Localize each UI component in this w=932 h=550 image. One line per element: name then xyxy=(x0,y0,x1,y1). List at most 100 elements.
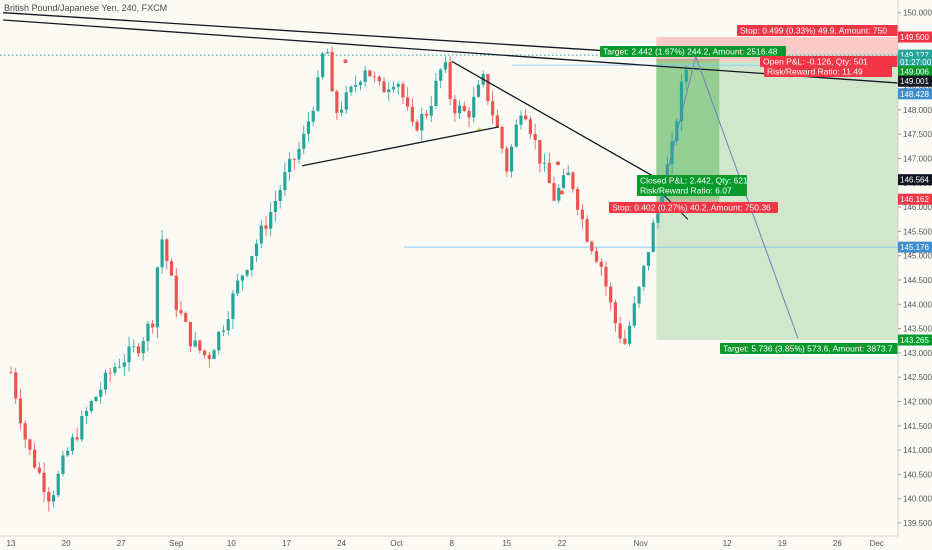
candle-body xyxy=(656,205,660,223)
candle-body xyxy=(519,115,523,125)
candle-body xyxy=(169,261,174,276)
candle xyxy=(491,90,495,125)
candle xyxy=(679,74,684,131)
candle xyxy=(325,48,329,54)
candle xyxy=(410,98,414,127)
trendline[interactable] xyxy=(3,19,901,84)
trendline[interactable] xyxy=(302,126,500,167)
candle xyxy=(609,282,613,311)
candle xyxy=(9,366,13,374)
time-axis-label: 20 xyxy=(62,539,71,548)
candle xyxy=(368,70,372,77)
price-tag-bg xyxy=(898,49,932,61)
candle-body xyxy=(330,52,334,92)
candle xyxy=(585,215,589,243)
short-open-label: Open P&L: -0.126, Qty: 501 xyxy=(760,56,898,67)
price-axis-label: 144.000 xyxy=(903,300,932,309)
price-axis-label: 141.000 xyxy=(903,446,932,455)
candle-body xyxy=(94,396,98,402)
candle-body xyxy=(14,372,18,399)
candle-body xyxy=(524,115,528,120)
time-axis-panel[interactable] xyxy=(0,536,932,550)
candle-body xyxy=(118,366,122,368)
candle xyxy=(184,311,188,323)
candle-body xyxy=(136,346,141,354)
candle xyxy=(264,215,268,236)
signal-marker xyxy=(559,190,564,195)
candle-body xyxy=(254,243,259,257)
candle xyxy=(193,331,197,348)
signal-marker xyxy=(555,161,560,166)
candle-body xyxy=(226,318,230,331)
candle xyxy=(528,116,533,139)
price-axis-label: 146.000 xyxy=(903,203,932,212)
trendlines[interactable] xyxy=(3,12,901,179)
candle xyxy=(188,321,193,353)
price-tag-bg xyxy=(898,66,932,78)
candle xyxy=(23,420,27,448)
candle xyxy=(524,108,528,121)
candle xyxy=(51,490,56,508)
candle-body xyxy=(70,437,74,451)
candle xyxy=(66,447,70,458)
candle xyxy=(363,66,367,88)
candle xyxy=(547,152,551,184)
candle xyxy=(103,369,108,395)
candle-body xyxy=(448,62,452,100)
candle-body xyxy=(609,286,613,303)
trendline[interactable] xyxy=(451,60,657,179)
candle xyxy=(552,176,556,202)
candle xyxy=(70,433,74,455)
candle-body xyxy=(42,472,46,493)
candle-body xyxy=(500,126,504,149)
candle-body xyxy=(89,401,93,412)
price-tag: 149.006 xyxy=(898,66,932,78)
candle xyxy=(118,358,122,369)
projection-arrow[interactable] xyxy=(695,56,799,339)
candle-body xyxy=(618,323,622,339)
price-tag-text: 01:27:00 xyxy=(900,58,932,67)
long-stop-label-bg xyxy=(609,202,778,213)
time-axis-label: 17 xyxy=(282,539,291,548)
candle-body xyxy=(33,449,37,468)
candle-body xyxy=(651,222,655,253)
candle xyxy=(250,255,254,277)
candle xyxy=(335,89,339,120)
candle-body xyxy=(476,84,481,97)
candle-body xyxy=(372,76,377,78)
candle xyxy=(56,470,60,498)
long-target-label-text: Target: 2.442 (1.67%) 244.2, Amount: 251… xyxy=(603,47,778,57)
time-axis-label: 19 xyxy=(778,539,787,548)
short-target-label: Target: 5.736 (3.85%) 573.6, Amount: 387… xyxy=(720,343,898,354)
candle xyxy=(396,81,400,95)
candle xyxy=(571,171,575,193)
candle xyxy=(254,239,259,262)
candle-body xyxy=(103,372,108,390)
price-tag: 143.265 xyxy=(898,334,932,346)
candle-body xyxy=(528,119,533,134)
price-axis-label: 148.000 xyxy=(903,106,932,115)
price-axis-label: 140.000 xyxy=(903,495,932,504)
trendline[interactable] xyxy=(3,12,696,58)
short-target-label-text: Target: 5.736 (3.85%) 573.6, Amount: 387… xyxy=(723,344,893,354)
candle xyxy=(212,348,216,359)
price-axis-label: 145.000 xyxy=(903,252,932,261)
candle xyxy=(642,265,646,292)
candle-body xyxy=(146,323,150,342)
short-ratio-label-bg xyxy=(764,66,892,77)
candle-body xyxy=(377,76,381,82)
candle xyxy=(509,144,514,178)
candle xyxy=(420,107,424,141)
candle xyxy=(472,86,476,123)
candle xyxy=(321,51,325,80)
candle xyxy=(217,330,221,355)
candle xyxy=(231,289,235,329)
price-tag: 149.500 xyxy=(898,31,932,43)
candle-body xyxy=(113,366,117,373)
candle xyxy=(514,119,518,148)
time-axis-label: 22 xyxy=(557,539,566,548)
long-stop-label: Stop: 0.402 (0.27%) 40.2, Amount: 750.36 xyxy=(609,202,778,213)
